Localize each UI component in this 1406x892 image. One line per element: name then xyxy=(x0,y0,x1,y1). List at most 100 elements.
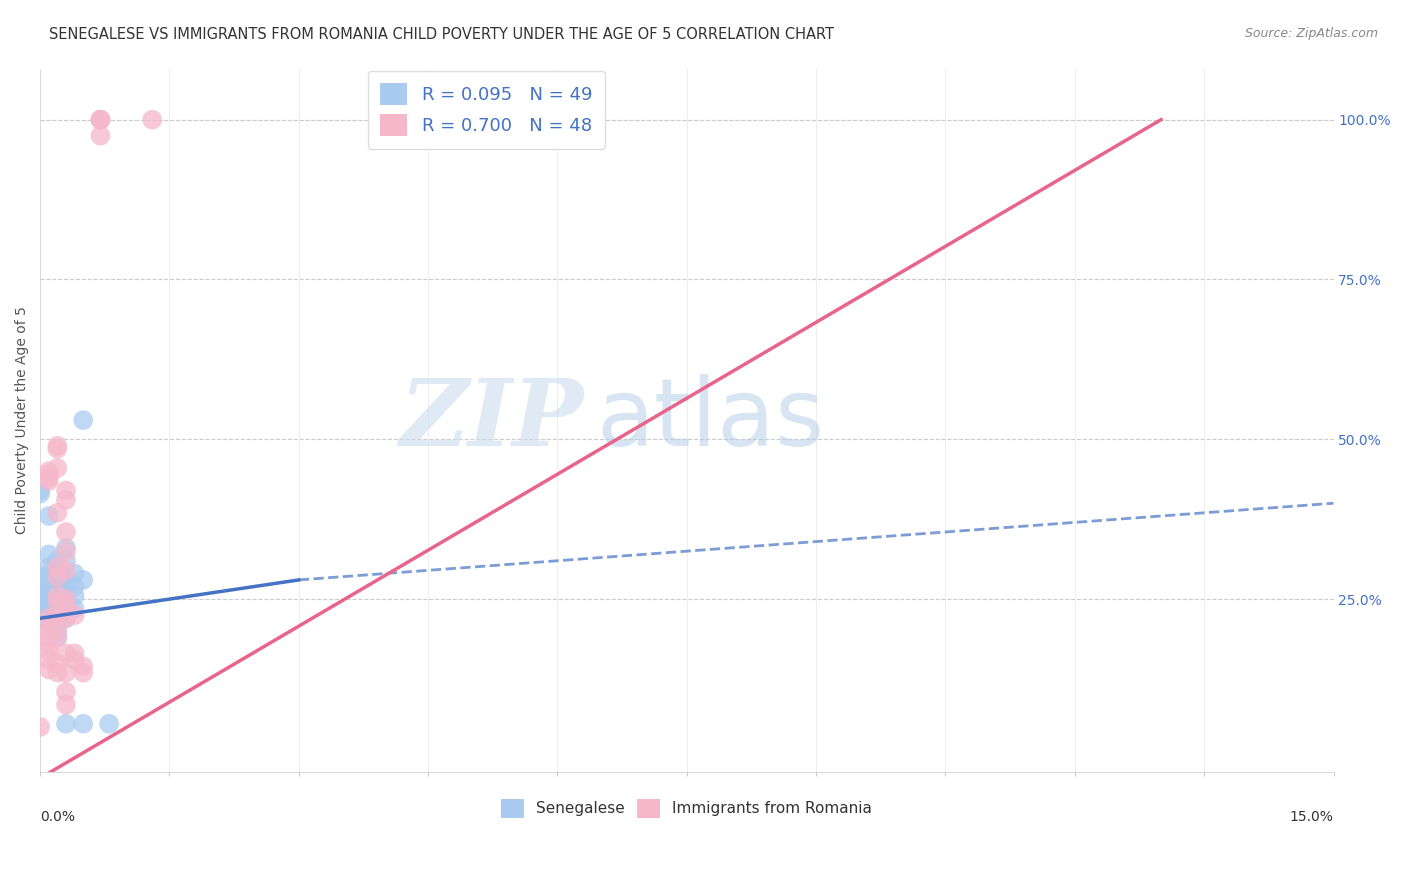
Point xyxy=(46,439,69,453)
Point xyxy=(63,601,86,615)
Point xyxy=(38,599,60,613)
Point xyxy=(38,592,60,607)
Point xyxy=(46,563,69,577)
Point xyxy=(72,665,94,680)
Point xyxy=(46,624,69,638)
Point xyxy=(55,579,77,593)
Point xyxy=(55,563,77,577)
Point xyxy=(38,585,60,599)
Point xyxy=(38,566,60,581)
Point xyxy=(38,605,60,619)
Text: 15.0%: 15.0% xyxy=(1289,810,1333,824)
Point xyxy=(46,579,69,593)
Point xyxy=(46,560,69,574)
Point xyxy=(55,483,77,498)
Point xyxy=(55,541,77,555)
Text: 0.0%: 0.0% xyxy=(41,810,75,824)
Point xyxy=(55,647,77,661)
Point xyxy=(55,685,77,699)
Point xyxy=(63,653,86,667)
Point xyxy=(38,595,60,609)
Point xyxy=(38,637,60,651)
Point xyxy=(55,601,77,615)
Point xyxy=(46,595,69,609)
Point xyxy=(46,570,69,584)
Point xyxy=(46,621,69,635)
Point xyxy=(55,544,77,558)
Point xyxy=(55,698,77,712)
Point xyxy=(46,589,69,603)
Point xyxy=(72,659,94,673)
Point xyxy=(38,547,60,561)
Point xyxy=(89,128,111,143)
Point xyxy=(30,720,52,734)
Point xyxy=(89,112,111,127)
Point xyxy=(46,554,69,568)
Point xyxy=(30,486,52,500)
Point xyxy=(46,599,69,613)
Point xyxy=(63,566,86,581)
Point xyxy=(63,647,86,661)
Point xyxy=(55,592,77,607)
Point xyxy=(55,599,77,613)
Point xyxy=(38,508,60,523)
Y-axis label: Child Poverty Under the Age of 5: Child Poverty Under the Age of 5 xyxy=(15,306,30,534)
Point xyxy=(89,112,111,127)
Point xyxy=(38,617,60,632)
Point xyxy=(72,716,94,731)
Point xyxy=(46,442,69,456)
Point xyxy=(141,112,163,127)
Point xyxy=(72,413,94,427)
Text: SENEGALESE VS IMMIGRANTS FROM ROMANIA CHILD POVERTY UNDER THE AGE OF 5 CORRELATI: SENEGALESE VS IMMIGRANTS FROM ROMANIA CH… xyxy=(49,27,834,42)
Point xyxy=(72,573,94,587)
Point xyxy=(55,570,77,584)
Point xyxy=(38,611,60,625)
Text: atlas: atlas xyxy=(596,374,824,467)
Point xyxy=(38,601,60,615)
Point xyxy=(46,608,69,623)
Point xyxy=(55,585,77,599)
Point xyxy=(55,592,77,607)
Point xyxy=(46,631,69,645)
Point xyxy=(55,599,77,613)
Point xyxy=(38,579,60,593)
Point xyxy=(55,524,77,539)
Point xyxy=(46,631,69,645)
Point xyxy=(46,589,69,603)
Point xyxy=(46,585,69,599)
Point xyxy=(38,474,60,488)
Point xyxy=(63,589,86,603)
Point xyxy=(38,643,60,657)
Point xyxy=(46,611,69,625)
Point xyxy=(98,716,121,731)
Point xyxy=(38,470,60,484)
Point xyxy=(38,624,60,638)
Point xyxy=(38,560,60,574)
Point xyxy=(55,716,77,731)
Point xyxy=(55,665,77,680)
Point xyxy=(38,662,60,676)
Point xyxy=(63,579,86,593)
Point xyxy=(38,611,60,625)
Point xyxy=(55,611,77,625)
Point xyxy=(46,461,69,475)
Point xyxy=(46,595,69,609)
Point xyxy=(46,665,69,680)
Point xyxy=(89,112,111,127)
Point xyxy=(55,554,77,568)
Point xyxy=(38,467,60,482)
Point xyxy=(38,589,60,603)
Point xyxy=(38,653,60,667)
Point xyxy=(55,493,77,508)
Point xyxy=(38,631,60,645)
Point xyxy=(38,570,60,584)
Legend: Senegalese, Immigrants from Romania: Senegalese, Immigrants from Romania xyxy=(495,793,879,824)
Point xyxy=(46,573,69,587)
Point xyxy=(46,506,69,520)
Text: Source: ZipAtlas.com: Source: ZipAtlas.com xyxy=(1244,27,1378,40)
Text: ZIP: ZIP xyxy=(399,376,583,465)
Point xyxy=(46,605,69,619)
Point xyxy=(38,582,60,597)
Point xyxy=(38,576,60,591)
Point xyxy=(55,611,77,625)
